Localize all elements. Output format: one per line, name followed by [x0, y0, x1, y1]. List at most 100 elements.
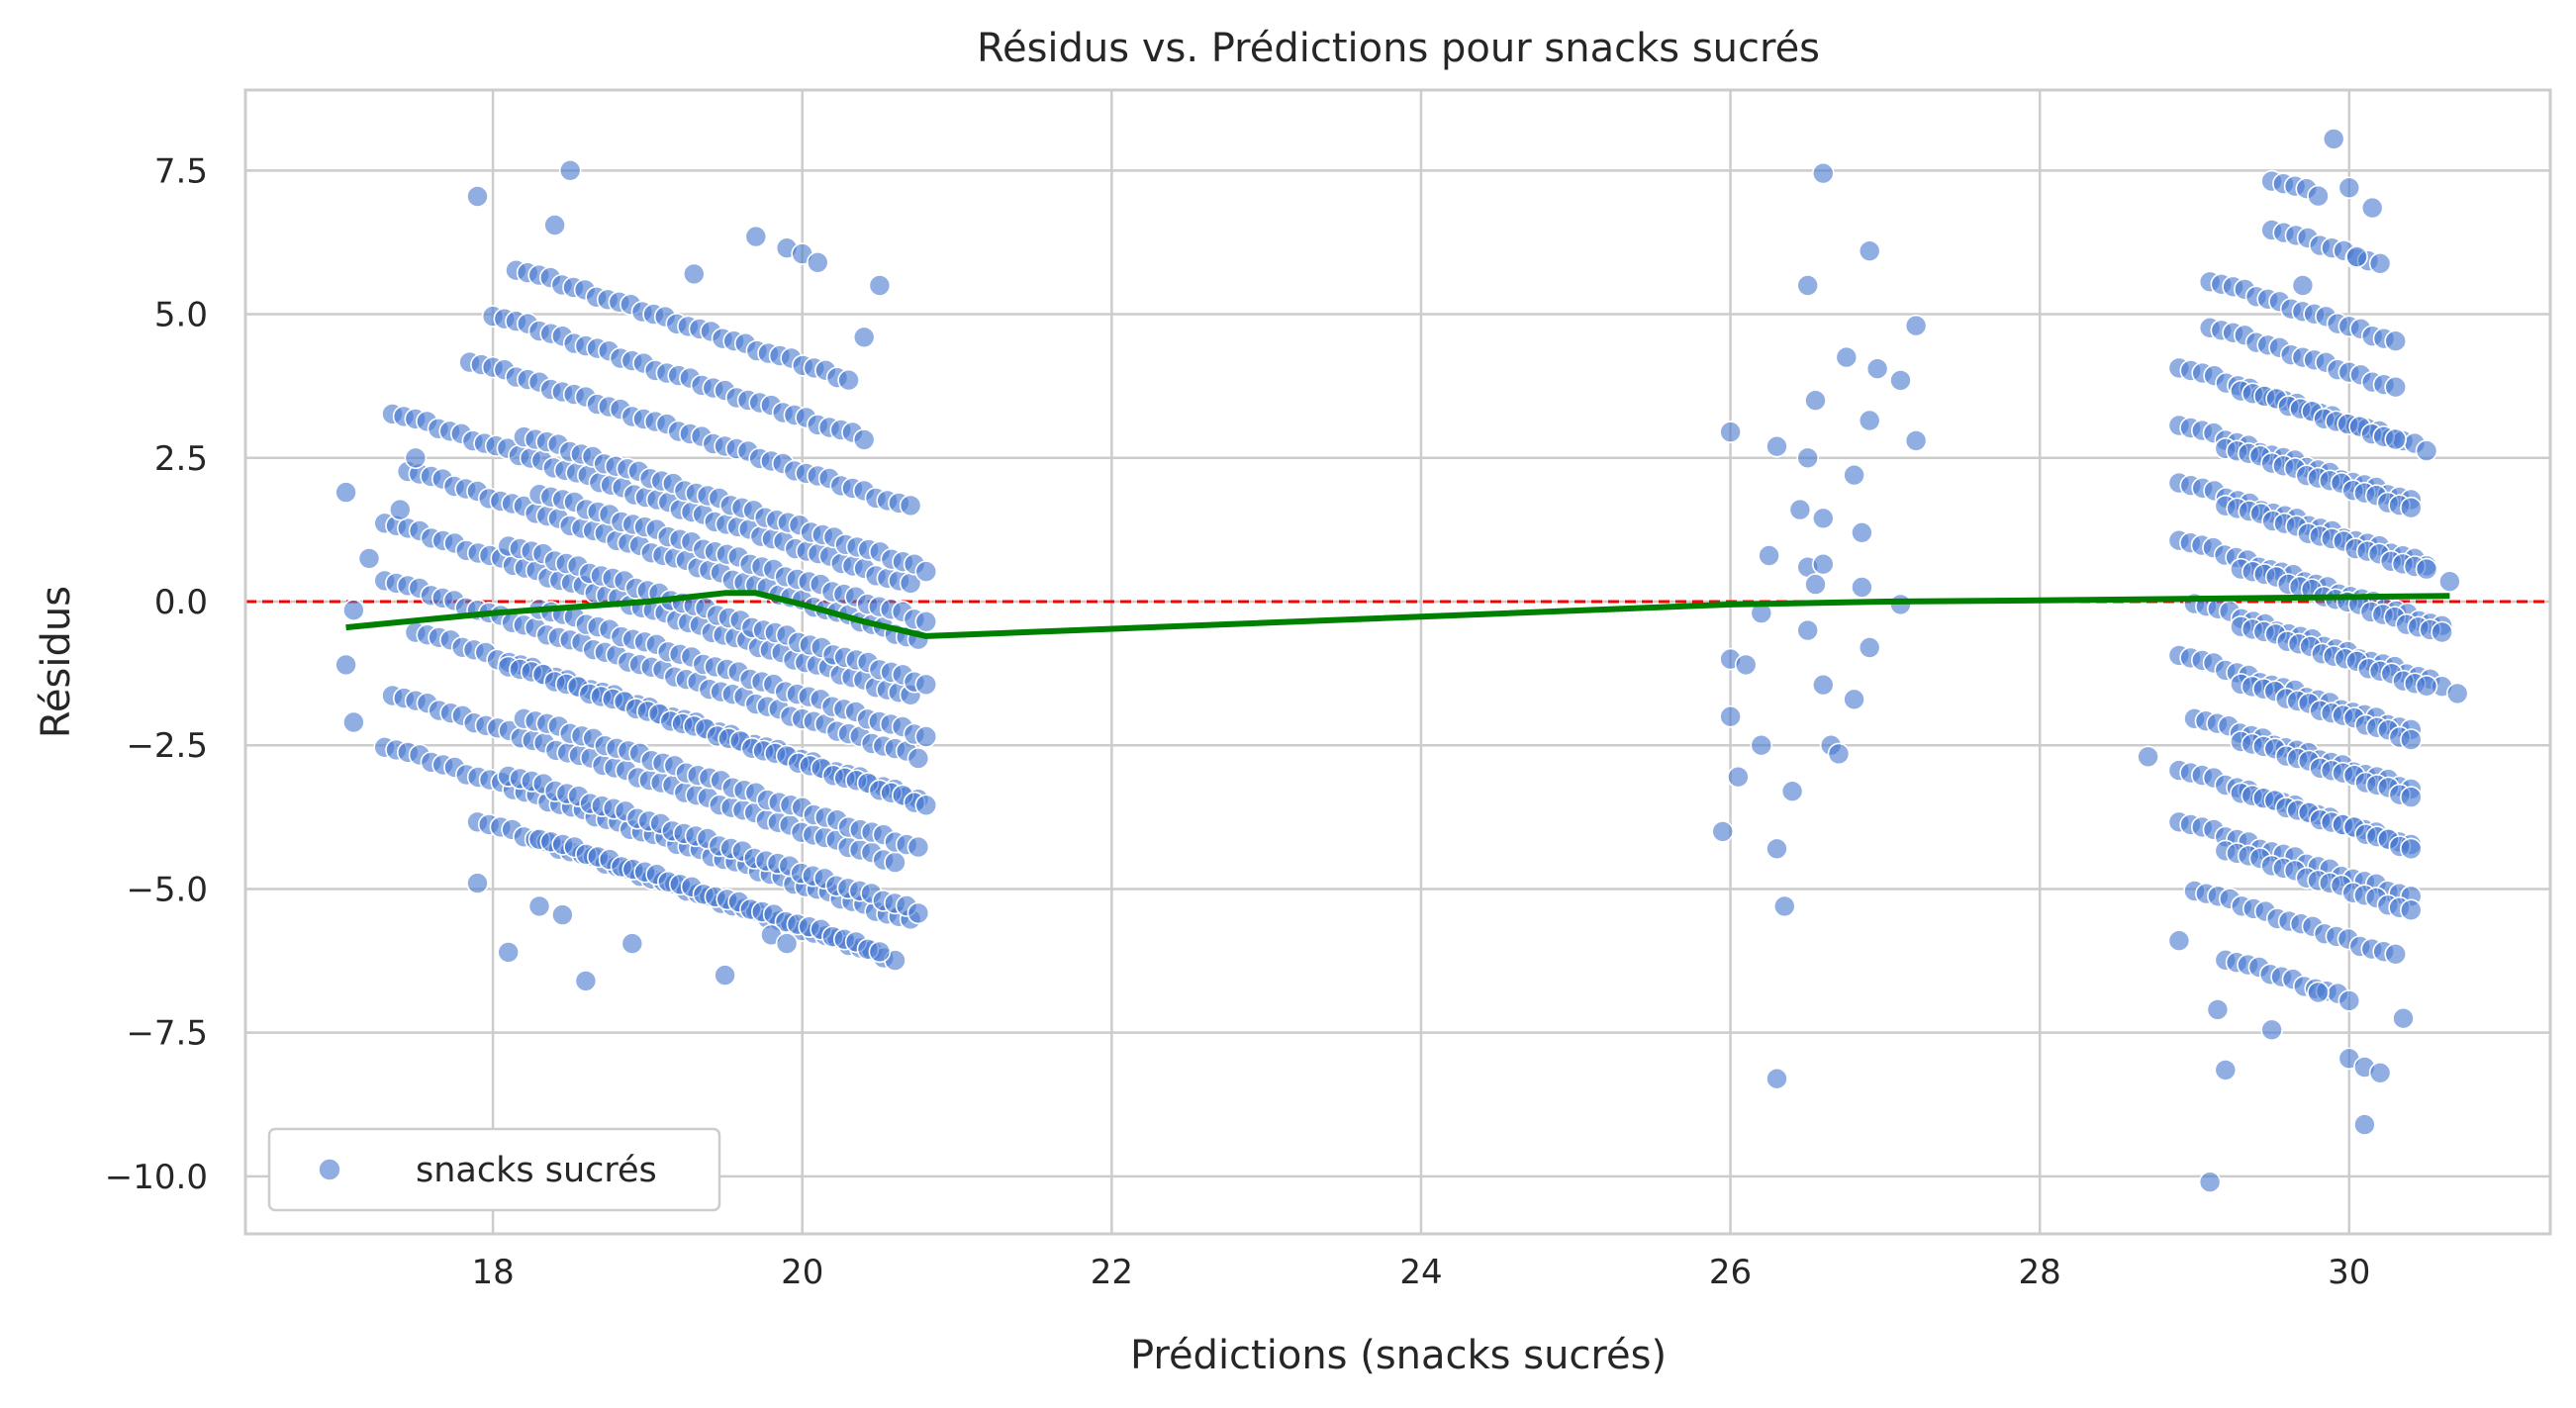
trend-line-layer [345, 590, 2450, 639]
scatter-point [2360, 196, 2384, 220]
scatter-point [1851, 520, 1873, 544]
scatter-point [775, 932, 799, 955]
scatter-point [357, 547, 381, 570]
x-tick-label: 24 [1399, 1253, 1442, 1292]
scatter-point [1796, 274, 1819, 297]
legend-marker-icon [318, 1158, 341, 1181]
x-tick-label: 26 [1709, 1253, 1752, 1292]
scatter-point [868, 940, 892, 964]
scatter-point [1858, 409, 1881, 432]
scatter-point [466, 872, 489, 894]
scatter-point [2353, 1113, 2376, 1136]
scatter-point [1758, 544, 1780, 567]
scatter-point [1773, 894, 1796, 918]
scatter-point [1788, 498, 1812, 521]
scatter-point [906, 835, 930, 859]
scatter-point [2307, 981, 2330, 1004]
scatter-point [334, 481, 357, 504]
scatter-point [1858, 239, 1881, 262]
scatter-point [1889, 369, 1912, 392]
scatter-point [914, 794, 938, 817]
x-tick-label: 28 [2019, 1253, 2061, 1292]
scatter-point [914, 673, 938, 697]
y-tick-label: 0.0 [154, 583, 208, 622]
scatter-point [1812, 673, 1835, 697]
scatter-point [2392, 1006, 2415, 1030]
scatter-point [404, 446, 428, 470]
scatter-point [884, 851, 906, 874]
y-tick-label: −2.5 [126, 726, 208, 766]
scatter-point [1851, 576, 1873, 599]
scatter-point [2400, 728, 2423, 751]
scatter-point [2400, 898, 2423, 922]
scatter-point [1765, 1067, 1788, 1090]
scatter-point [2167, 929, 2191, 953]
scatter-point [1780, 780, 1804, 803]
scatter-point [1796, 446, 1819, 470]
scatter-point [1812, 161, 1835, 185]
plot-frame [243, 88, 2552, 1236]
scatter-point [899, 494, 922, 517]
scatter-point [1711, 820, 1734, 843]
scatter-point [2368, 251, 2392, 275]
scatter-point [2400, 496, 2423, 519]
scatter-point [1904, 429, 1928, 452]
scatter-point [2206, 998, 2230, 1021]
scatter-point [2198, 1171, 2222, 1193]
scatter-point [620, 932, 644, 955]
scatter-point [2384, 329, 2407, 353]
y-tick-labels: 7.5 5.0 2.5 0.0 −2.5 −5.0 −7.5 −10.0 [105, 151, 208, 1197]
scatter-point [2415, 674, 2438, 698]
y-tick-label: 7.5 [154, 151, 208, 191]
scatter-point [1835, 345, 1859, 369]
scatter-point [2322, 128, 2345, 150]
scatter-point [543, 214, 566, 236]
legend-box [267, 1127, 721, 1212]
scatter-point [914, 610, 938, 633]
scatter-point [2214, 1059, 2238, 1081]
x-tick-labels: 18 20 22 24 26 28 30 [471, 1253, 2370, 1292]
chart-title: Résidus vs. Prédictions pour snacks sucr… [977, 26, 1820, 71]
scatter-point [574, 970, 598, 992]
scatter-point [1843, 463, 1865, 487]
trend-line [345, 590, 2450, 639]
scatter-point [2291, 274, 2315, 297]
y-axis-label: Résidus [34, 586, 79, 738]
scatter-point [2384, 427, 2407, 451]
scatter-point [527, 894, 551, 918]
scatter-point [1843, 688, 1865, 711]
scatter-point [1796, 618, 1819, 642]
scatter-point [2260, 1018, 2283, 1042]
scatter-point [551, 903, 574, 926]
scatter-point [1858, 636, 1881, 659]
scatter-point [2415, 557, 2438, 581]
scatter-point [906, 747, 930, 770]
legend-label: snacks sucrés [416, 1151, 657, 1190]
scatter-point [1804, 573, 1827, 596]
scatter-point [2431, 620, 2453, 644]
y-tick-label: 5.0 [154, 296, 208, 335]
scatter-point [342, 710, 365, 734]
scatter-point [2438, 570, 2461, 594]
scatter-point [682, 262, 706, 286]
scatter-point [1804, 389, 1827, 413]
scatter-point [2337, 989, 2361, 1012]
scatter-point [2445, 682, 2469, 705]
scatter-point [2400, 837, 2423, 861]
legend: snacks sucrés [267, 1127, 721, 1212]
scatter-point [2384, 942, 2407, 966]
scatter-point [1765, 434, 1788, 458]
scatter-point [2415, 439, 2438, 462]
scatter-point [806, 250, 829, 274]
scatter-point [466, 185, 489, 208]
scatter-point [852, 428, 876, 451]
scatter-point [1812, 507, 1835, 530]
scatter-point [868, 274, 892, 297]
scatter-point [2337, 176, 2361, 200]
scatter-point [2137, 745, 2159, 769]
scatter-point [1734, 653, 1758, 677]
scatter-point [2400, 786, 2423, 808]
scatter-point [1765, 837, 1788, 861]
y-tick-label: −7.5 [126, 1014, 208, 1054]
